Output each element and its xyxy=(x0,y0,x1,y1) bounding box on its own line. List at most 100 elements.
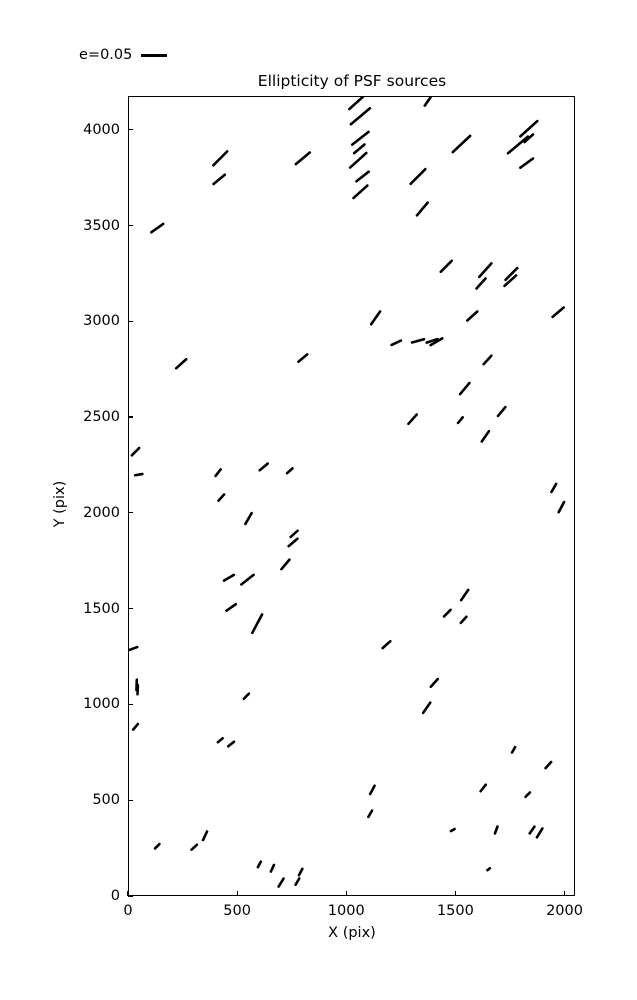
whisker-segment xyxy=(153,842,161,850)
whisker-segment xyxy=(442,608,452,618)
y-tick-label: 2000 xyxy=(83,504,120,521)
x-tick-mark xyxy=(127,891,129,896)
whisker-segment xyxy=(519,119,539,138)
whisker-segment xyxy=(429,337,444,347)
whisker-segment xyxy=(493,825,499,835)
whisker-segment xyxy=(456,416,464,425)
whisker-segment xyxy=(129,645,139,652)
whisker-segment xyxy=(258,462,269,472)
plot-area xyxy=(128,96,575,896)
y-tick-mark xyxy=(128,416,133,418)
y-tick-label: 3000 xyxy=(83,313,120,330)
whisker-segment xyxy=(150,222,165,234)
ellipticity-scale-legend: e=0.05 xyxy=(79,45,168,65)
y-tick-mark xyxy=(128,224,133,227)
whisker-segment xyxy=(240,573,255,586)
whisker-segment xyxy=(190,843,199,851)
whisker-segment xyxy=(425,337,439,344)
whisker-segment xyxy=(407,413,419,426)
whisker-segment xyxy=(348,97,365,111)
whisker-segment xyxy=(212,173,227,186)
whisker-segment xyxy=(459,588,470,602)
whisker-segment xyxy=(355,170,370,183)
legend-label: e=0.05 xyxy=(79,46,133,63)
whisker-segment xyxy=(415,201,429,217)
whisker-segment xyxy=(269,863,276,873)
whisker-segment xyxy=(535,827,544,839)
whisker-segment xyxy=(294,151,312,166)
y-tick-mark xyxy=(128,799,133,801)
whisker-segment xyxy=(350,130,370,146)
whisker-segment xyxy=(256,860,263,869)
y-tick-label: 2500 xyxy=(83,409,120,426)
whisker-segment xyxy=(451,134,472,154)
whisker-segment xyxy=(289,529,299,539)
whisker-segment xyxy=(352,143,366,155)
whisker-segment xyxy=(390,339,403,347)
whisker-segment xyxy=(423,97,433,107)
x-tick-mark xyxy=(454,891,456,896)
whisker-segment xyxy=(201,830,209,842)
y-tick-mark xyxy=(128,129,133,131)
whisker-segment xyxy=(381,639,392,650)
whisker-segment xyxy=(449,827,456,833)
whisker-segment xyxy=(519,157,535,169)
whisker-segment xyxy=(504,266,519,282)
whisker-segment xyxy=(486,866,492,872)
y-tick-mark xyxy=(128,895,133,897)
whisker-segment xyxy=(297,353,309,363)
y-tick-label: 3500 xyxy=(83,217,120,234)
whisker-segment xyxy=(244,511,253,526)
whisker-plot-svg xyxy=(129,97,566,888)
x-tick-label: 1000 xyxy=(327,903,365,919)
whisker-segment xyxy=(348,151,368,169)
whisker-segment xyxy=(349,107,372,126)
whisker-segment xyxy=(368,784,376,796)
whisker-segment xyxy=(496,405,507,418)
whisker-segment xyxy=(439,259,454,274)
whisker-segment xyxy=(551,306,565,319)
x-tick-label: 2000 xyxy=(546,903,583,919)
whisker-segment xyxy=(242,692,251,701)
whisker-segment xyxy=(369,310,382,326)
whisker-segment xyxy=(131,722,140,731)
x-axis-label: X (pix) xyxy=(328,925,376,941)
x-tick-label: 500 xyxy=(223,903,251,919)
y-tick-label: 1000 xyxy=(83,696,120,713)
whisker-segment xyxy=(458,381,471,396)
y-tick-mark xyxy=(128,608,133,610)
whisker-segment xyxy=(429,677,440,689)
whisker-segment xyxy=(280,558,291,571)
whisker-segment xyxy=(459,615,468,625)
x-tick-mark xyxy=(563,891,566,896)
whisker-segment xyxy=(510,745,517,754)
whisker-segment xyxy=(212,150,229,167)
whisker-segment xyxy=(477,262,493,279)
whisker-segment xyxy=(528,825,536,835)
whisker-segment xyxy=(287,537,299,548)
whisker-segment xyxy=(466,310,479,322)
whisker-segment xyxy=(506,135,530,155)
whisker-segment xyxy=(222,573,236,582)
whisker-segment xyxy=(133,472,144,477)
whisker-segment xyxy=(421,701,432,715)
whisker-segment xyxy=(297,867,304,877)
whisker-segment xyxy=(367,809,374,819)
whisker-segment xyxy=(352,184,369,200)
whisker-segment xyxy=(226,740,236,748)
whisker-segment xyxy=(214,468,222,478)
whisker-segment xyxy=(174,357,188,370)
whisker-segment xyxy=(557,500,566,514)
x-tick-mark xyxy=(236,891,238,896)
whisker-segment xyxy=(480,429,491,443)
x-tick-label: 0 xyxy=(123,903,133,919)
y-tick-label: 1500 xyxy=(83,600,120,617)
whisker-segment xyxy=(409,167,427,186)
whisker-segment xyxy=(251,613,264,635)
y-tick-label: 500 xyxy=(92,792,120,809)
whisker-segment xyxy=(524,791,532,799)
whisker-segment xyxy=(479,783,488,793)
whisker-segment xyxy=(503,274,518,288)
whisker-segment xyxy=(523,133,535,144)
